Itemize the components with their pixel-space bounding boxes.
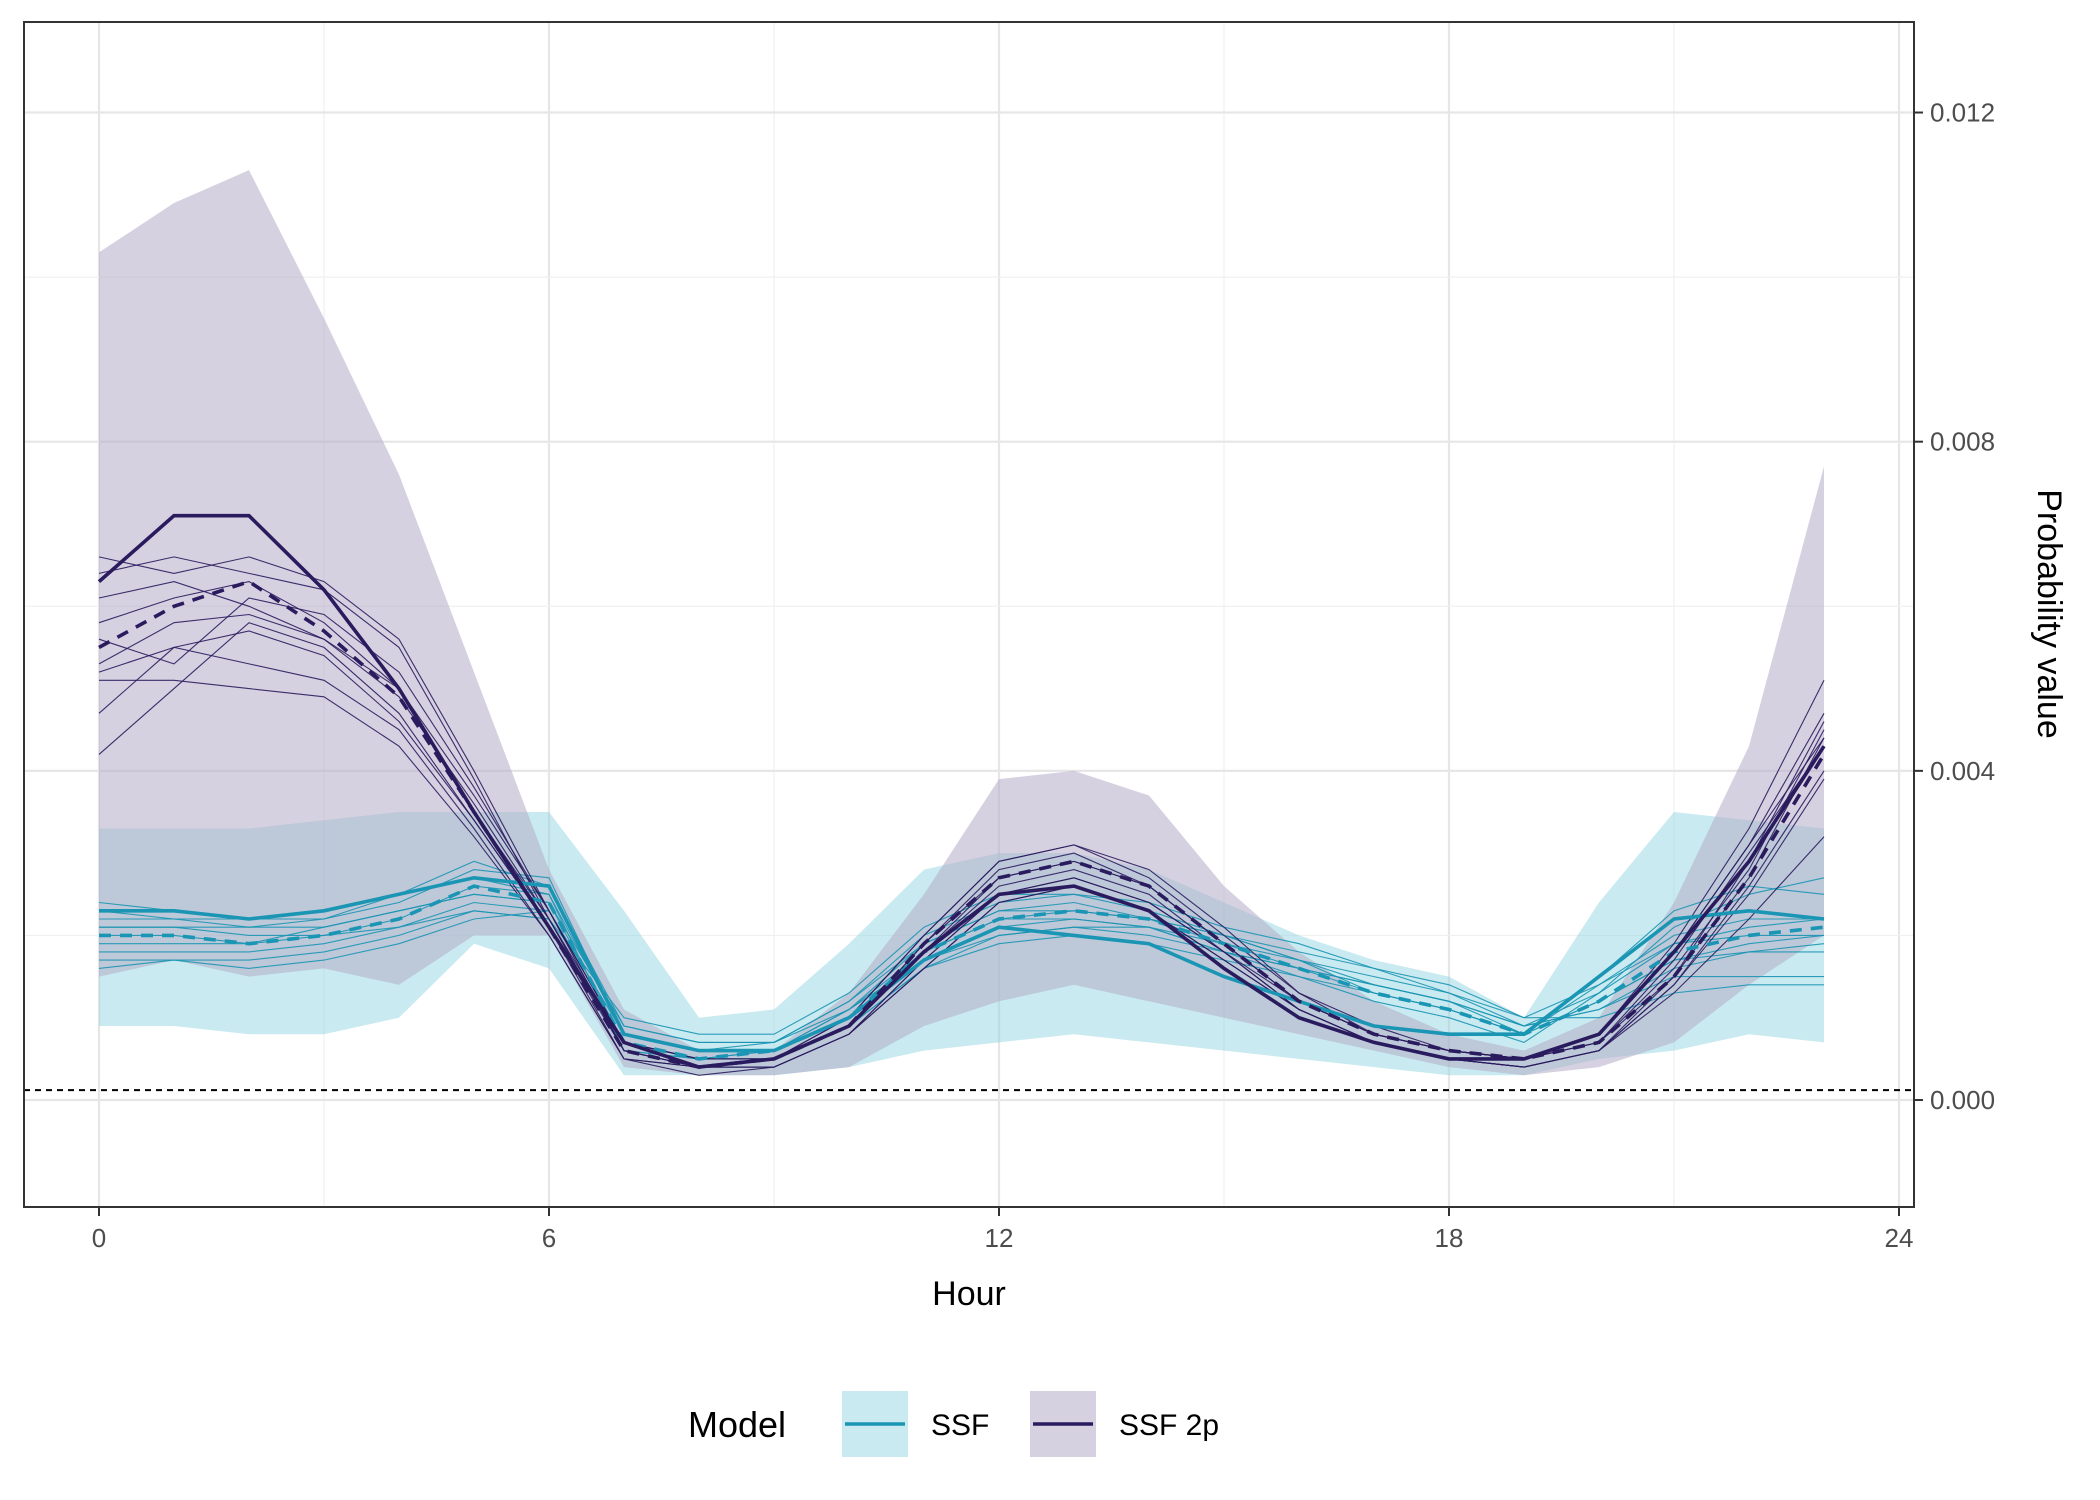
y-axis: 0.000 0.004 0.008 0.012 (1914, 98, 1995, 1115)
legend-label-ssf-2p: SSF 2p (1119, 1409, 1219, 1442)
summary-lines (97, 513, 1826, 1069)
legend: Model SSF SSF 2p (688, 1391, 1219, 1457)
individual-line-ssf (99, 893, 1825, 1043)
x-tick-label: 6 (542, 1223, 556, 1253)
y-tick-label: 0.000 (1930, 1085, 1995, 1115)
y-axis-title: Probability value (2030, 489, 2068, 738)
median-line-ssf (99, 884, 1825, 1061)
x-axis: 0 6 12 18 24 (92, 1207, 1914, 1253)
x-tick-label: 24 (1885, 1223, 1914, 1253)
legend-label-ssf: SSF (931, 1409, 989, 1442)
y-tick-label: 0.012 (1930, 98, 1995, 128)
y-tick-label: 0.004 (1930, 756, 1995, 786)
legend-key-ssf (842, 1391, 908, 1457)
panel-border (23, 21, 1915, 1208)
x-tick-label: 18 (1435, 1223, 1464, 1253)
legend-key-ssf-2p (1030, 1391, 1096, 1457)
x-axis-title: Hour (932, 1275, 1006, 1313)
ribbon-ssf-2p (99, 170, 1824, 1076)
individual-line-ssf (99, 877, 1825, 1060)
legend-title: Model (688, 1404, 786, 1445)
x-tick-label: 12 (985, 1223, 1014, 1253)
y-tick-label: 0.008 (1930, 427, 1995, 457)
median-line-ssf-2p (98, 579, 1826, 1069)
x-tick-label: 0 (92, 1223, 106, 1253)
mean-line-ssf (99, 875, 1825, 1053)
